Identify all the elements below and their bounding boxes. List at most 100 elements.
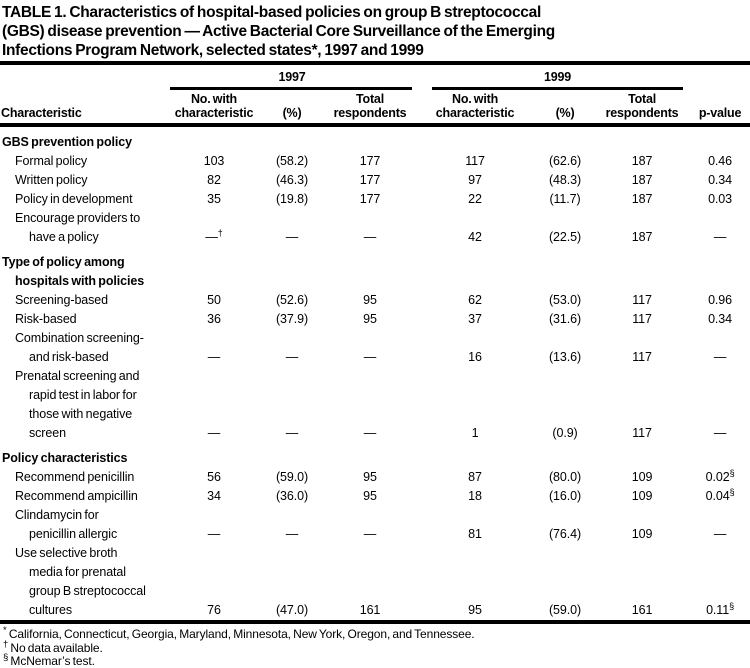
footnote-marker: * xyxy=(3,625,7,636)
cell-value: (59.0) xyxy=(275,470,309,484)
header-spacer xyxy=(690,90,750,106)
cell-value: — xyxy=(363,527,377,541)
cell-value: (19.8) xyxy=(275,192,309,206)
cell-value xyxy=(414,125,536,152)
cell-value: (53.0) xyxy=(548,293,582,307)
cell-value: 177 xyxy=(359,173,381,187)
row-label-line: Policy in development xyxy=(15,192,133,206)
cell-value: — xyxy=(713,350,727,364)
cell-value: 187 xyxy=(631,154,653,168)
cell-value: 177 xyxy=(359,154,381,168)
cell-value xyxy=(258,125,326,152)
subheader-row-top: No. with Total No. with Total xyxy=(0,90,750,106)
year-group-row: 1997 1999 xyxy=(0,65,750,90)
cell-value: 117 xyxy=(632,312,652,326)
col-header-characteristic: Characteristic xyxy=(0,106,170,127)
cell-value: (0.9) xyxy=(552,426,578,440)
row-label-line: rapid test in labor for xyxy=(29,388,137,402)
cell-value: 87 xyxy=(468,470,482,484)
row-label-line: and risk-based xyxy=(29,350,109,364)
row-label: Formal policy xyxy=(0,152,170,171)
row-label-line: hospitals with policies xyxy=(15,274,145,288)
header-spacer xyxy=(536,90,594,106)
header-spacer xyxy=(258,90,326,106)
row-label: Combination screening-and risk-based xyxy=(0,329,170,367)
row-label-line: Recommend penicillin xyxy=(15,470,135,484)
cell-value xyxy=(170,443,258,468)
cell-value: — xyxy=(285,350,299,364)
cell-value: 95 xyxy=(363,312,377,326)
cell-value: (36.0) xyxy=(275,489,309,503)
row-label: Policy characteristics xyxy=(0,443,170,468)
cell-value: 0.11§ xyxy=(706,600,734,617)
cell-value: 0.34 xyxy=(708,173,733,187)
cell-value: (62.6) xyxy=(548,154,582,168)
row-label-line: Recommend ampicillin xyxy=(15,489,138,503)
row-label: Screening-based xyxy=(0,291,170,310)
cell-value xyxy=(326,125,414,152)
cell-value: 109 xyxy=(631,470,653,484)
cell-value xyxy=(414,247,536,291)
cell-value xyxy=(326,247,414,291)
cell-value: — xyxy=(285,527,299,541)
col-header-total-1997: Total xyxy=(356,92,384,106)
cell-value: 0.34 xyxy=(708,312,733,326)
cell-value: 0.96 xyxy=(708,293,733,307)
row-label-line: group B streptococcal xyxy=(29,584,146,598)
cell-value: (13.6) xyxy=(548,350,582,364)
cell-value: 187 xyxy=(631,192,653,206)
cell-value: 117 xyxy=(632,293,652,307)
row-label-line: screen xyxy=(29,426,66,440)
header-spacer xyxy=(0,65,170,90)
row-label-line: penicillin allergic xyxy=(29,527,118,541)
cell-value: (48.3) xyxy=(548,173,582,187)
cell-value: 50 xyxy=(207,293,221,307)
cell-value: — xyxy=(285,230,299,244)
footnote-states: * California, Connecticut, Georgia, Mary… xyxy=(3,625,750,642)
table-body: GBS prevention policy Formal policy 103 (58… xyxy=(0,125,750,620)
cell-value: (47.0) xyxy=(275,603,309,617)
cell-value: 0.03 xyxy=(708,192,733,206)
cell-value xyxy=(170,125,258,152)
cell-value: 187 xyxy=(631,173,653,187)
footnote-text: California, Connecticut, Georgia, Maryla… xyxy=(8,627,475,641)
row-label-line: Formal policy xyxy=(15,154,88,168)
row-label: Clindamycin for penicillin allergic xyxy=(0,506,170,544)
col-header-percent-1997: (%) xyxy=(258,106,326,127)
cell-value: — xyxy=(713,527,727,541)
cell-value: 95 xyxy=(468,603,482,617)
cell-value: 95 xyxy=(363,470,377,484)
cell-value: — xyxy=(207,426,221,440)
table-title: TABLE 1. Characteristics of hospital-bas… xyxy=(0,3,750,60)
row-label-line: Encourage providers to xyxy=(15,211,141,225)
row-label: Written policy xyxy=(0,171,170,190)
cell-value: 95 xyxy=(363,293,377,307)
row-label-line: Use selective broth xyxy=(15,546,118,560)
cell-value: 16 xyxy=(468,350,482,364)
title-line: TABLE 1. Characteristics of hospital-bas… xyxy=(2,4,541,21)
cell-value xyxy=(414,443,536,468)
title-line: (GBS) disease prevention — Active Bacter… xyxy=(2,23,555,40)
table-row: Recommend ampicillin 34 (36.0) 95 18 (16.0) 10… xyxy=(0,487,750,506)
col-header-total-1999: Total xyxy=(628,92,656,106)
cell-value: 22 xyxy=(468,192,482,206)
cell-value xyxy=(690,125,750,152)
footnote-text: McNemar’s test. xyxy=(10,654,95,668)
row-label-line: cultures xyxy=(29,603,72,617)
cell-value: 34 xyxy=(207,489,221,503)
row-label-line: have a policy xyxy=(29,230,99,244)
cell-value: (76.4) xyxy=(548,527,582,541)
row-label: Recommend ampicillin xyxy=(0,487,170,506)
table-row: Clindamycin for penicillin allergic — — — 81 (… xyxy=(0,506,750,544)
row-label-line: GBS prevention policy xyxy=(2,135,132,149)
cell-value: (11.7) xyxy=(549,192,581,206)
cell-value: — xyxy=(285,426,299,440)
title-line: Infections Program Network, selected sta… xyxy=(2,42,424,59)
footnote-mcnemar: § McNemar’s test. xyxy=(3,653,750,668)
cell-value: —† xyxy=(205,227,223,244)
cell-value: 117 xyxy=(632,350,652,364)
year-1999-label: 1999 xyxy=(544,70,572,84)
cell-value xyxy=(258,247,326,291)
cell-value: 161 xyxy=(631,603,653,617)
